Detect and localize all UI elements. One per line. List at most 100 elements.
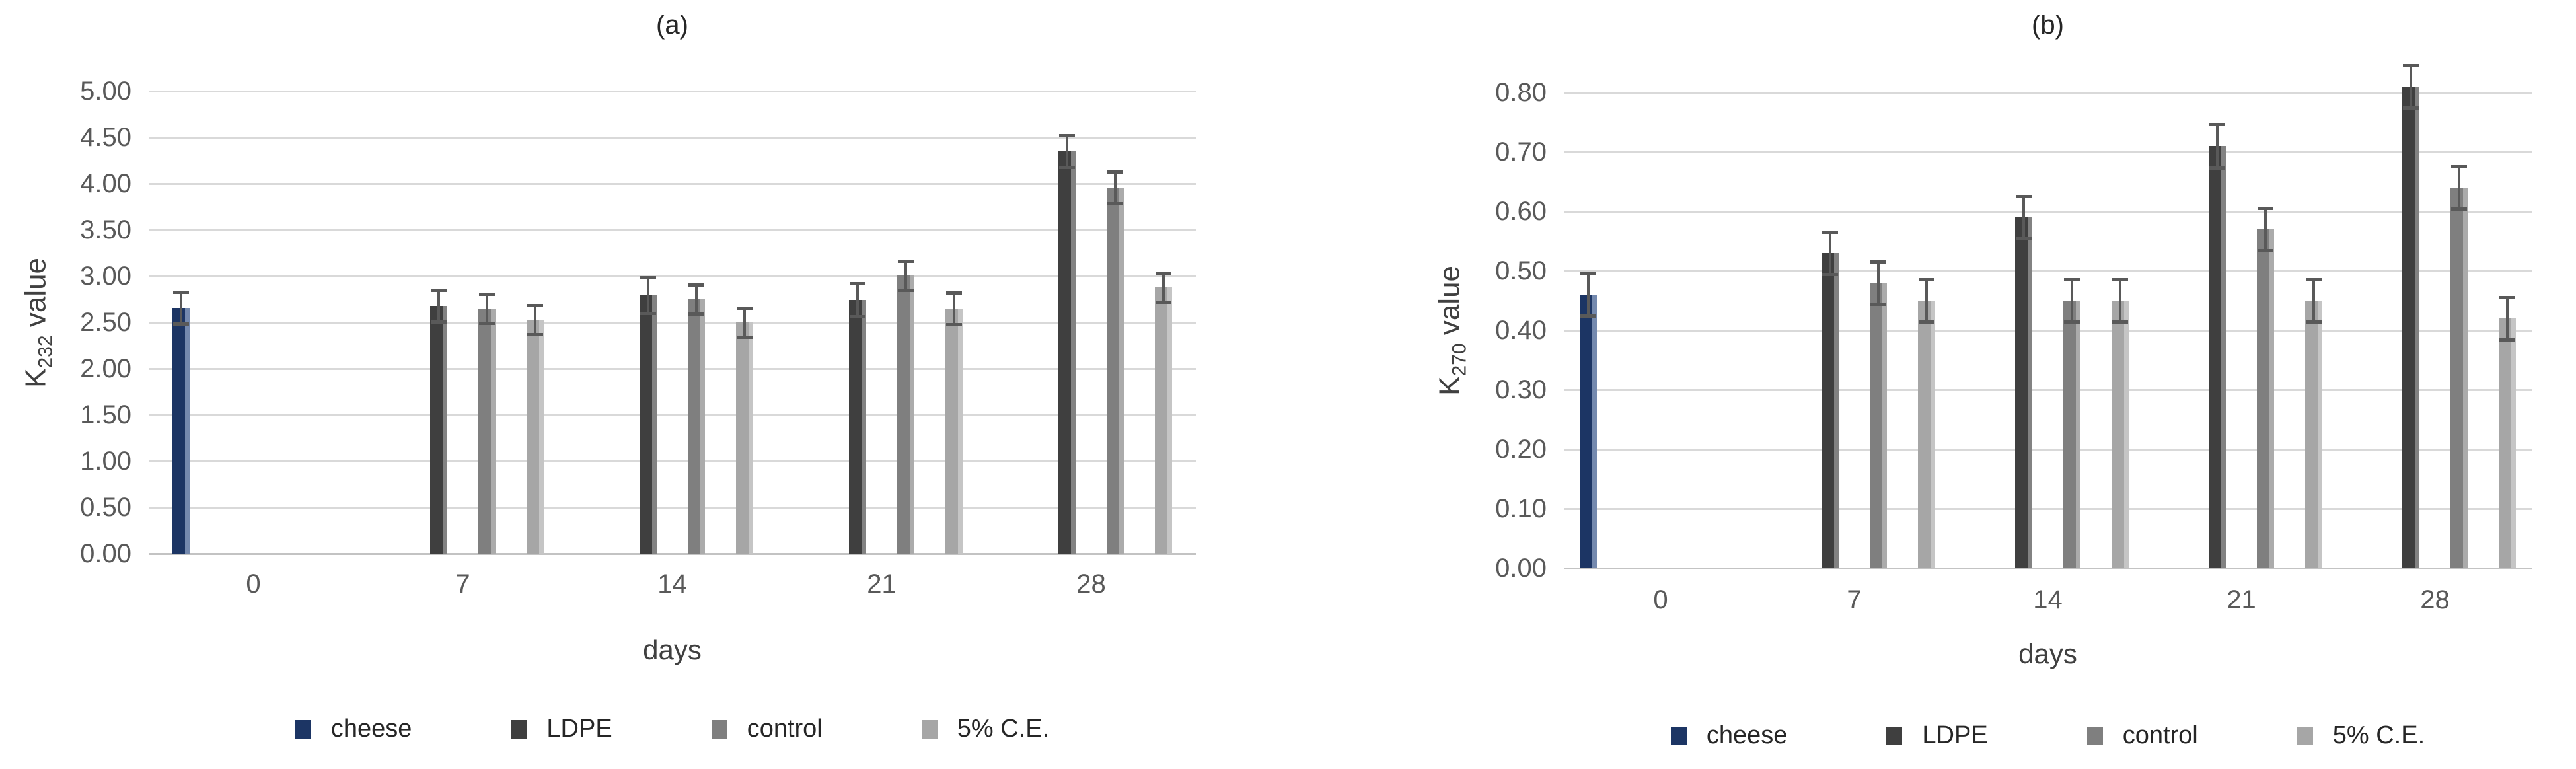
legend-label: control: [2122, 721, 2198, 749]
x-axis-title: days: [2018, 638, 2077, 669]
error-bar-cap-top: [173, 291, 189, 294]
error-bar-cap-bottom: [1919, 320, 1934, 324]
bar-ldpe-day14: [2015, 217, 2032, 568]
x-tick-label: 0: [1653, 585, 1668, 614]
chart-title: (a): [656, 11, 688, 40]
error-bar-line: [437, 290, 440, 322]
error-bar-cap-top: [527, 304, 543, 307]
bar-cheese-day0: [172, 308, 190, 554]
error-bar-line: [534, 305, 536, 334]
bar-control-day28: [2450, 188, 2468, 568]
legend-swatch: [921, 719, 938, 739]
error-bar-cap-bottom: [2403, 106, 2419, 110]
legend-label: LDPE: [1922, 721, 1988, 749]
error-bar-cap-top: [688, 283, 704, 287]
error-bar-line: [180, 292, 182, 324]
error-bar-cap-top: [1156, 272, 1171, 275]
bar-ldpe-day14: [640, 295, 657, 554]
legend-item-5-c-e-: 5% C.E.: [921, 715, 1049, 743]
bar-5-c-e--day7: [1918, 301, 1935, 568]
bar-control-day21: [897, 275, 914, 554]
gridline: [149, 414, 1196, 416]
legend-label: 5% C.E.: [2332, 721, 2425, 749]
bar-ldpe-day21: [2209, 146, 2226, 568]
error-bar-cap-bottom: [2016, 237, 2032, 240]
error-bar-cap-top: [850, 282, 865, 285]
bar-control-day21: [2257, 229, 2274, 568]
y-tick-label: 0.50: [80, 493, 131, 522]
gridline: [149, 275, 1196, 277]
y-tick-label: 3.00: [80, 262, 131, 291]
error-bar-line: [1925, 279, 1928, 322]
gridline: [149, 460, 1196, 462]
error-bar-cap-top: [1822, 231, 1838, 234]
y-tick-label: 0.40: [1495, 316, 1547, 345]
bar-control-day28: [1107, 188, 1124, 554]
legend-label: LDPE: [546, 715, 612, 743]
y-tick-label: 0.00: [1495, 554, 1547, 583]
bar-ldpe-day7: [1822, 253, 1839, 568]
gridline: [1564, 568, 2532, 569]
error-bar-cap-bottom: [173, 322, 189, 326]
error-bar-line: [856, 283, 859, 316]
error-bar-cap-top: [2258, 207, 2273, 210]
error-bar-cap-top: [946, 291, 962, 295]
y-tick-label: 0.50: [1495, 256, 1547, 285]
x-tick-label: 14: [657, 569, 687, 599]
error-bar-line: [2312, 279, 2315, 322]
error-bar-line: [2071, 279, 2073, 322]
error-bar-cap-top: [431, 289, 447, 292]
error-bar-line: [2458, 166, 2460, 209]
gridline: [1564, 211, 2532, 213]
y-axis-title-subscript: 270: [1448, 343, 1471, 377]
error-bar-cap-bottom: [527, 333, 543, 336]
error-bar-cap-bottom: [431, 320, 447, 324]
bar-5-c-e--day21: [945, 309, 963, 554]
bar-5-c-e--day14: [2112, 301, 2129, 568]
bar-ldpe-day28: [1058, 151, 1076, 554]
plot-area: 0.80 0.70 0.60 0.50 0.40 0.30 0.20 0.10 0.00 0 7 14…: [1495, 64, 2532, 614]
bar-5-c-e--day14: [736, 322, 753, 554]
error-bar-cap-top: [2499, 296, 2515, 299]
x-tick-label: 7: [1847, 585, 1862, 614]
error-bar-cap-top: [1107, 170, 1123, 174]
gridline: [149, 183, 1196, 185]
legend-swatch: [1886, 726, 1903, 745]
legend-item-ldpe: LDPE: [1886, 721, 1988, 750]
gridline: [1564, 330, 2532, 332]
gridline: [1564, 449, 2532, 451]
error-bar-cap-top: [640, 276, 656, 279]
legend-swatch: [2297, 726, 2313, 745]
x-tick-label: 28: [1076, 569, 1106, 599]
error-bar-line: [2264, 208, 2267, 250]
error-bar-cap-top: [898, 260, 914, 263]
chart-title: (b): [2032, 11, 2064, 40]
error-bar-cap-top: [1870, 260, 1886, 264]
gridline: [149, 229, 1196, 231]
error-bar-cap-bottom: [640, 312, 656, 315]
error-bar-cap-bottom: [946, 323, 962, 326]
legend-item-control: control: [2086, 721, 2198, 750]
error-bar-cap-top: [1059, 134, 1075, 137]
y-tick-label: 0.30: [1495, 375, 1547, 404]
error-bar-cap-bottom: [1822, 273, 1838, 276]
chart-panel-a: (a) K232 value 5.00 4.50 4.00 3.50 3.00 2.50 2…: [20, 11, 1196, 743]
bar-control-day14: [688, 299, 705, 554]
x-axis-title: days: [643, 634, 702, 665]
bar-control-day14: [2063, 301, 2080, 568]
gridline: [149, 507, 1196, 509]
error-bar-cap-bottom: [2209, 166, 2225, 170]
error-bar-line: [1162, 273, 1165, 302]
x-tick-label: 21: [867, 569, 897, 599]
error-bar-cap-bottom: [2258, 249, 2273, 252]
error-bar-cap-bottom: [1059, 166, 1075, 169]
y-tick-label: 0.60: [1495, 197, 1547, 226]
bar-5-c-e--day21: [2305, 301, 2322, 568]
bar-control-day7: [478, 309, 496, 554]
error-bar-cap-top: [2209, 123, 2225, 126]
gridline: [1564, 389, 2532, 391]
error-bar-line: [904, 261, 907, 290]
legend-swatch: [511, 719, 527, 739]
error-bar-cap-bottom: [850, 315, 865, 318]
error-bar-line: [695, 285, 698, 314]
